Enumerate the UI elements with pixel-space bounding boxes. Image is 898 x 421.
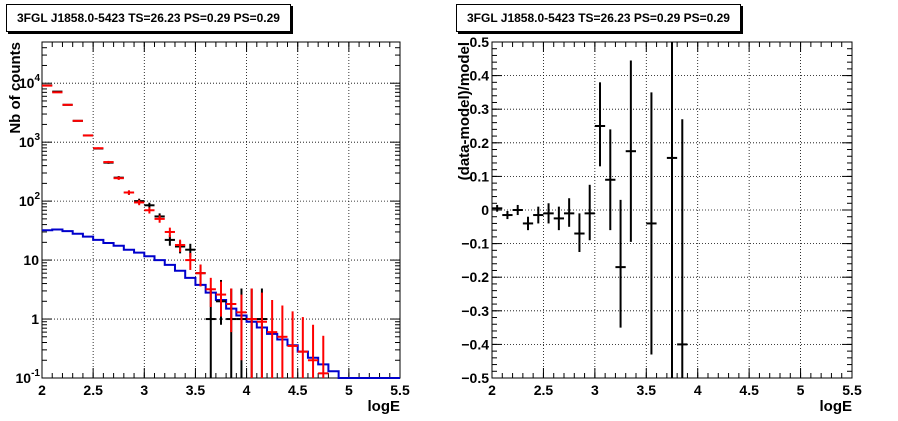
data-red-point	[185, 252, 196, 270]
y-tick-label: 0	[481, 202, 489, 218]
data-red-point	[195, 264, 206, 287]
counts-chart-title: 3FGL J1858.0-5423 TS=26.23 PS=0.29 PS=0.…	[6, 4, 291, 32]
data-black-point	[144, 202, 155, 209]
data-red-point	[144, 207, 155, 214]
data-red-point	[52, 91, 63, 94]
y-tick-label: 10	[23, 252, 39, 268]
data-red-point	[154, 215, 165, 223]
data-red-point	[205, 277, 216, 308]
residual-chart-panel: 2 2.5 3 3.5 4 4.5 5 5.5 −0.5 −0.4 −0.3 −0.2 −0.1 0 0.1…	[449, 0, 898, 421]
counts-chart: 2 2.5 3 3.5 4 4.5 5 5.5 10-1 1 10 102 103 104 logE Nb o…	[7, 41, 410, 415]
x-tick-label: 2	[38, 382, 46, 398]
residual-point	[502, 211, 513, 220]
x-axis-title: logE	[368, 398, 401, 415]
y-tick-label: 0.5	[470, 34, 490, 50]
y-tick-label: 0.2	[470, 135, 490, 151]
data-red-point	[72, 119, 83, 122]
y-axis-title: Nb of counts	[7, 42, 24, 134]
data-red-point	[277, 305, 288, 378]
data-red-point	[103, 160, 114, 164]
x-tick-label: 2	[488, 382, 496, 398]
data-red-point	[256, 292, 268, 378]
x-tick-label: 5	[345, 382, 353, 398]
data-red-point	[82, 134, 94, 137]
data-red-point	[134, 199, 145, 206]
data-red-point	[164, 227, 175, 238]
x-axis-title: logE	[820, 398, 853, 415]
x-tick-label: 5	[797, 382, 805, 398]
x-tick-label: 3.5	[637, 382, 657, 398]
data-red-point	[123, 190, 135, 195]
residual-point	[666, 42, 678, 378]
data-red-point	[215, 281, 227, 317]
residual-point	[512, 204, 523, 216]
x-tick-label: 3	[591, 382, 599, 398]
plot-frame	[41, 41, 401, 379]
data-red-point	[174, 239, 186, 252]
x-tick-label: 4.5	[288, 382, 308, 398]
residual-point	[615, 199, 626, 328]
y-tick-label: 104	[19, 73, 41, 91]
residual-point	[677, 119, 688, 378]
y-tick-label: 102	[19, 191, 41, 209]
counts-chart-panel: 2 2.5 3 3.5 4 4.5 5 5.5 10-1 1 10 102 103 104 logE Nb o…	[6, 4, 410, 415]
x-tick-label: 3.5	[186, 382, 206, 398]
residual-point	[533, 206, 544, 224]
residual-point	[584, 184, 595, 241]
residual-point	[522, 216, 534, 231]
residual-chart: 2 2.5 3 3.5 4 4.5 5 5.5 −0.5 −0.4 −0.3 −0.2 −0.1 0 0.1…	[456, 34, 862, 415]
y-tick-label: −0.5	[461, 370, 489, 386]
residual-point	[564, 198, 575, 227]
x-tick-label: 3	[140, 382, 148, 398]
y-tick-label: 0.4	[470, 68, 490, 84]
x-tick-label: 5.5	[390, 382, 410, 398]
residual-point	[646, 92, 657, 355]
residual-point	[492, 204, 503, 212]
residual-point	[605, 129, 616, 231]
y-tick-label: 0.3	[470, 101, 490, 117]
data-red-point	[93, 147, 104, 150]
y-tick-label: −0.4	[461, 336, 489, 352]
residual-chart-title: 3FGL J1858.0-5423 TS=26.23 PS=0.29 PS=0.…	[456, 4, 741, 32]
y-tick-label: −0.3	[461, 303, 489, 319]
data-red-point	[318, 335, 329, 378]
data-red-point	[307, 324, 319, 378]
data-red-point	[236, 294, 247, 361]
x-tick-label: 5.5	[842, 382, 862, 398]
residual-point	[543, 203, 554, 224]
y-tick-label: 1	[31, 311, 39, 327]
residual-point	[594, 82, 606, 167]
data-red-point	[62, 103, 73, 106]
x-tick-label: 4.5	[739, 382, 759, 398]
x-tick-label: 4	[243, 382, 251, 398]
y-tick-label: 10-1	[16, 368, 41, 386]
y-tick-label: −0.2	[461, 269, 489, 285]
x-tick-label: 4	[694, 382, 702, 398]
residual-point	[574, 213, 585, 252]
data-red-point	[226, 288, 237, 333]
y-tick-label: 103	[19, 132, 41, 150]
x-tick-label: 2.5	[83, 382, 103, 398]
data-red-point	[113, 176, 124, 180]
data-red-point	[42, 84, 53, 87]
data-red-point	[267, 300, 278, 378]
data-red-point	[297, 317, 308, 378]
data-red-point	[246, 288, 257, 378]
residual-point	[553, 206, 564, 231]
data-red-point	[287, 311, 298, 378]
y-tick-label: 0.1	[470, 168, 490, 184]
residual-point	[625, 60, 636, 242]
y-tick-label: −0.1	[461, 236, 489, 252]
x-tick-label: 2.5	[534, 382, 554, 398]
y-axis-title: (data-model)/model	[456, 42, 473, 180]
